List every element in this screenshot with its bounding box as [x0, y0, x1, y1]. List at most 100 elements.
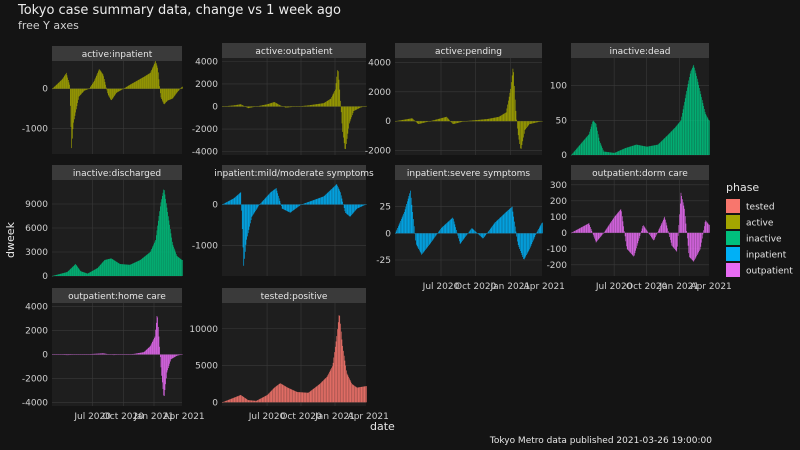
data-bar: [238, 194, 239, 205]
data-bar: [522, 233, 524, 257]
data-bar: [482, 119, 484, 122]
data-bar: [529, 233, 530, 250]
data-bar: [348, 204, 349, 216]
data-bar: [345, 365, 346, 403]
data-bar: [142, 352, 144, 355]
data-bar: [164, 88, 165, 105]
data-bar: [326, 100, 328, 107]
data-bar: [626, 147, 628, 155]
data-bar: [582, 226, 583, 233]
data-bar: [96, 74, 98, 89]
data-bar: [179, 354, 180, 356]
legend-entry-label: outpatient: [746, 267, 793, 277]
data-bar: [90, 86, 92, 89]
data-bar: [258, 105, 260, 107]
data-bar: [88, 273, 89, 276]
data-bar: [477, 233, 479, 235]
data-bar: [326, 193, 327, 205]
data-bar: [357, 387, 359, 403]
data-bar: [490, 227, 492, 234]
data-bar: [442, 117, 444, 122]
data-bar: [165, 88, 166, 103]
data-bar: [152, 246, 154, 276]
data-bar: [238, 104, 240, 107]
data-bar: [679, 122, 680, 155]
data-bar: [318, 385, 319, 403]
data-bar: [84, 272, 86, 276]
data-bar: [656, 232, 658, 234]
data-bar: [132, 263, 134, 276]
data-bar: [178, 354, 180, 356]
data-bar: [269, 392, 270, 403]
data-bar: [96, 353, 97, 355]
data-bar: [352, 106, 354, 114]
data-bar: [312, 104, 313, 107]
y-tick-label: 4000: [195, 57, 218, 67]
data-bar: [591, 230, 593, 233]
data-bar: [285, 204, 287, 211]
data-bar: [281, 105, 282, 107]
data-bar: [171, 88, 172, 99]
data-bar: [636, 232, 637, 249]
data-bar: [577, 147, 578, 155]
data-bar: [258, 204, 259, 207]
data-bar: [326, 377, 327, 403]
data-bar: [150, 72, 151, 89]
data-bar: [514, 85, 515, 122]
data-bar: [535, 121, 536, 123]
data-bar: [82, 272, 84, 276]
data-bar: [486, 233, 487, 235]
data-bar: [165, 198, 166, 276]
data-bar: [630, 232, 632, 254]
data-bar: [647, 146, 649, 155]
data-bar: [485, 233, 487, 236]
data-bar: [286, 204, 288, 212]
data-bar: [314, 199, 315, 205]
data-bar: [620, 150, 622, 155]
data-bar: [56, 274, 58, 276]
facet-strip: [571, 43, 709, 58]
x-tick-label: Oct 2020: [455, 282, 497, 292]
data-bar: [511, 207, 512, 234]
data-bar: [160, 88, 161, 94]
data-bar: [352, 384, 354, 403]
y-tick-label: -25: [376, 256, 391, 266]
data-bar: [615, 215, 617, 233]
data-bar: [125, 87, 126, 89]
data-bar: [613, 152, 615, 155]
data-bar: [597, 232, 599, 240]
data-bar: [238, 395, 239, 403]
data-bar: [590, 228, 592, 233]
data-bar: [117, 262, 118, 276]
data-bar: [349, 204, 351, 217]
facet-strip: [395, 43, 542, 58]
data-bar: [664, 138, 666, 155]
data-bar: [305, 202, 307, 205]
data-bar: [270, 191, 272, 205]
data-bar: [176, 256, 178, 276]
data-bar: [172, 354, 173, 359]
data-bar: [578, 228, 579, 233]
data-bar: [320, 103, 321, 107]
data-bar: [178, 257, 180, 276]
data-bar: [351, 106, 352, 118]
data-bar: [641, 230, 642, 233]
data-bar: [120, 88, 122, 91]
data-bar: [425, 121, 426, 123]
legend-swatch: [726, 215, 740, 229]
data-bar: [708, 119, 709, 155]
data-bar: [687, 87, 688, 155]
data-bar: [342, 106, 343, 132]
data-bar: [244, 397, 245, 403]
data-bar: [483, 119, 484, 122]
y-tick-label: -4000: [22, 398, 48, 408]
data-bar: [321, 197, 323, 205]
data-bar: [147, 348, 148, 355]
data-bar: [228, 200, 230, 205]
data-bar: [261, 202, 262, 205]
data-bar: [619, 150, 621, 155]
data-bar: [173, 246, 174, 276]
data-bar: [72, 88, 73, 139]
data-bar: [338, 79, 340, 107]
data-bar: [514, 99, 516, 122]
